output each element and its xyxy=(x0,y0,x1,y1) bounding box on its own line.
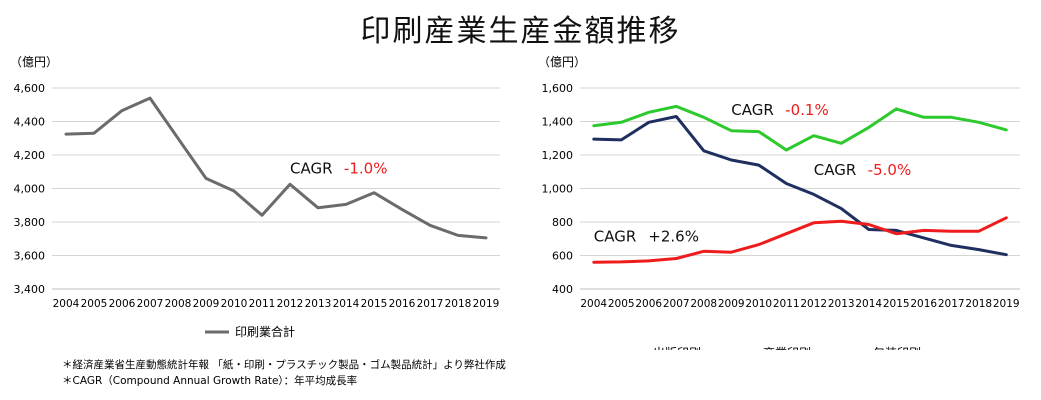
legend-label: 商業印刷 xyxy=(763,345,811,350)
y-tick-label: 3,800 xyxy=(14,216,46,229)
cagr-value: -1.0% xyxy=(344,159,388,177)
cagr-label: CAGR xyxy=(594,227,637,245)
y-axis-unit: （億円） xyxy=(10,55,58,69)
cagr-annotation: CAGR -1.0% xyxy=(290,159,387,177)
x-tick-label: 2014 xyxy=(855,298,882,310)
x-tick-label: 2010 xyxy=(221,298,248,310)
cagr-label: CAGR xyxy=(814,161,856,179)
y-tick-label: 4,600 xyxy=(14,82,46,95)
legend-label: 包装印刷 xyxy=(873,346,921,350)
x-tick-label: 2013 xyxy=(828,298,855,310)
x-tick-label: 2004 xyxy=(53,298,80,310)
y-tick-label: 800 xyxy=(552,216,573,229)
x-tick-label: 2016 xyxy=(910,298,937,310)
footnotes: ＊経済産業省生産動態統計年報 「紙・印刷・プラスチック製品・ゴム製品統計」より弊… xyxy=(62,357,506,389)
y-tick-label: 4,000 xyxy=(14,183,46,196)
cagr-label: CAGR xyxy=(290,159,332,177)
cagr-annotation: CAGR -0.1% xyxy=(731,101,828,119)
y-tick-label: 3,600 xyxy=(14,250,46,263)
x-tick-label: 2008 xyxy=(165,298,192,310)
cagr-value: +2.6% xyxy=(648,227,699,245)
x-tick-label: 2006 xyxy=(109,298,136,310)
x-tick-label: 2012 xyxy=(800,298,827,310)
y-tick-label: 4,200 xyxy=(14,149,46,162)
series-line-3 xyxy=(592,216,1008,264)
x-tick-label: 2017 xyxy=(938,298,965,310)
cagr-annotation: CAGR -5.0% xyxy=(814,161,911,179)
y-tick-label: 4,400 xyxy=(14,116,46,129)
footnote-source: ＊経済産業省生産動態統計年報 「紙・印刷・プラスチック製品・ゴム製品統計」より弊… xyxy=(62,359,506,371)
chart-total-printing: （億円） 3,400 3,600 3,800 4,000 4,200 4,400 4,600 2… xyxy=(10,55,500,339)
x-tick-label: 2014 xyxy=(333,298,360,310)
x-tick-label: 2009 xyxy=(193,298,220,310)
y-tick-label: 1,000 xyxy=(542,183,574,196)
x-tick-label: 2005 xyxy=(81,298,108,310)
x-tick-label: 2016 xyxy=(389,298,416,310)
x-tick-label: 2004 xyxy=(580,298,607,310)
x-tick-label: 2007 xyxy=(663,298,690,310)
x-tick-label: 2017 xyxy=(417,298,444,310)
y-tick-label: 600 xyxy=(552,250,573,263)
x-tick-label: 2010 xyxy=(745,298,772,310)
x-tick-label: 2007 xyxy=(137,298,164,310)
x-tick-label: 2019 xyxy=(473,298,500,310)
cagr-value: -0.1% xyxy=(785,101,829,119)
x-tick-label: 2018 xyxy=(965,298,992,310)
y-axis-unit: （億円） xyxy=(538,55,586,69)
legend-label: 出版印刷 xyxy=(653,346,701,350)
y-tick-label: 3,400 xyxy=(14,283,46,296)
x-tick-label: 2008 xyxy=(690,298,717,310)
x-tick-label: 2019 xyxy=(993,298,1020,310)
x-tick-label: 2011 xyxy=(249,298,276,310)
y-tick-label: 1,400 xyxy=(542,116,574,129)
x-tick-label: 2012 xyxy=(277,298,304,310)
x-tick-label: 2015 xyxy=(883,298,910,310)
series-line-1 xyxy=(64,96,488,240)
cagr-value: -5.0% xyxy=(868,161,912,179)
page-title: 印刷産業生産金額推移 xyxy=(360,14,681,49)
cagr-label: CAGR xyxy=(731,101,773,119)
y-tick-label: 1,600 xyxy=(542,82,574,95)
series-line-2 xyxy=(592,104,1008,152)
x-tick-label: 2005 xyxy=(608,298,635,310)
x-tick-label: 2011 xyxy=(773,298,800,310)
x-tick-label: 2013 xyxy=(305,298,332,310)
x-tick-label: 2006 xyxy=(635,298,662,310)
legend-label: 印刷業合計 xyxy=(235,324,295,339)
y-tick-label: 1,200 xyxy=(542,149,574,162)
x-tick-label: 2018 xyxy=(445,298,472,310)
x-tick-label: 2009 xyxy=(718,298,745,310)
series-line-1 xyxy=(592,115,1008,257)
x-tick-label: 2015 xyxy=(361,298,388,310)
cagr-annotation: CAGR +2.6% xyxy=(594,227,699,245)
footnote-cagr-definition: ＊CAGR（Compound Annual Growth Rate）：年平均成長… xyxy=(62,375,358,387)
y-tick-label: 400 xyxy=(552,283,573,296)
